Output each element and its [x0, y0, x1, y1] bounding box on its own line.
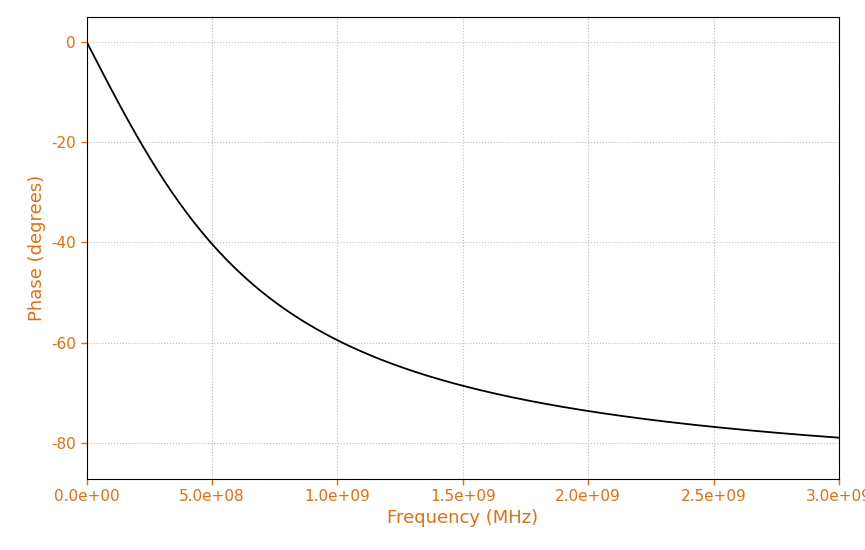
Y-axis label: Phase (degrees): Phase (degrees) [28, 174, 46, 321]
X-axis label: Frequency (MHz): Frequency (MHz) [388, 509, 538, 527]
